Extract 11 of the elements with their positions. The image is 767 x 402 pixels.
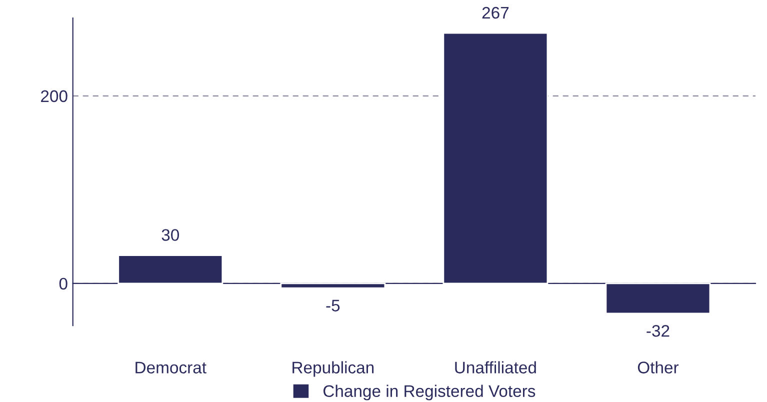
data-label: -32: [646, 324, 670, 337]
x-tick-label: Republican: [292, 361, 374, 377]
x-tick-label: Democrat: [136, 362, 206, 374]
y-tick-label: 200: [41, 90, 68, 102]
data-label: 267: [482, 6, 509, 19]
data-label: -5: [326, 300, 340, 312]
data-label: 30: [162, 229, 179, 241]
x-tick-label: Other: [638, 361, 679, 374]
legend-label: Change in Registered Voters: [323, 384, 536, 400]
y-tick-label: 0: [59, 278, 68, 290]
x-tick-label: Unaffiliated: [455, 361, 536, 374]
